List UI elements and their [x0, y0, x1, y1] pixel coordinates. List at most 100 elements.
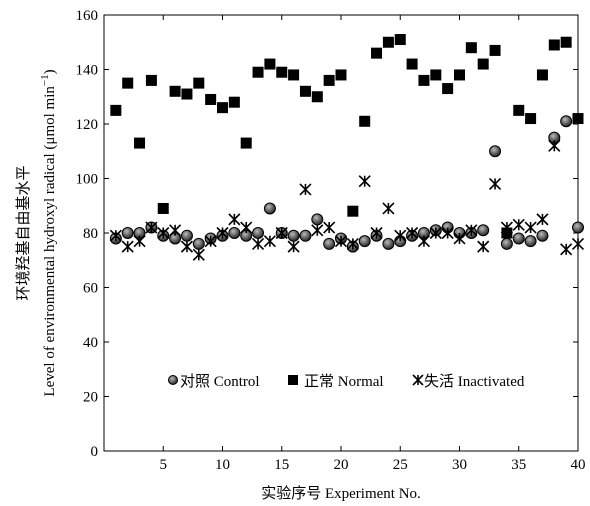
data-point-inactivated: [299, 183, 312, 196]
x-tick-label: 30: [452, 457, 467, 473]
data-point-inactivated: [560, 243, 573, 256]
data-point-normal: [276, 66, 288, 78]
data-point-normal: [572, 113, 584, 125]
data-point-normal: [217, 102, 228, 114]
data-point-normal: [228, 96, 240, 108]
data-point-control: [287, 229, 300, 242]
y-tick-label: 20: [83, 390, 98, 406]
data-point-inactivated: [334, 235, 348, 248]
y-tick-label: 160: [76, 8, 99, 24]
data-point-inactivated: [512, 218, 525, 231]
data-point-inactivated: [145, 221, 158, 234]
legend-marker-inactivated: [412, 374, 424, 386]
data-point-normal: [442, 83, 454, 95]
x-tick-label: 20: [334, 457, 349, 473]
legend-label-normal: 正常 Normal: [304, 373, 384, 390]
y-tick-label: 100: [76, 172, 99, 188]
y-tick-label: 80: [83, 226, 98, 242]
data-point-normal: [335, 69, 347, 81]
x-tick-label: 35: [511, 457, 526, 473]
data-point-inactivated: [453, 232, 466, 245]
data-point-inactivated: [441, 226, 454, 240]
data-point-normal: [181, 88, 193, 100]
data-point-inactivated: [358, 175, 371, 188]
data-point-control: [524, 235, 537, 248]
data-point-normal: [477, 58, 489, 70]
data-point-inactivated: [240, 221, 253, 234]
data-point-normal: [288, 69, 300, 81]
data-point-control: [323, 237, 336, 250]
data-point-inactivated: [394, 229, 407, 242]
data-point-normal: [145, 74, 157, 86]
data-point-normal: [252, 66, 264, 78]
y-axis-label-en: Level of environmental hydroxyl radical …: [39, 69, 58, 396]
data-point-normal: [134, 137, 146, 149]
data-point-inactivated: [121, 240, 134, 253]
data-point-inactivated: [548, 139, 561, 152]
data-point-normal: [489, 44, 501, 56]
x-tick-label: 40: [571, 457, 586, 473]
data-point-inactivated: [417, 235, 431, 248]
data-point-inactivated: [571, 237, 585, 250]
data-point-control: [477, 224, 490, 237]
data-point-normal: [205, 93, 217, 105]
data-point-inactivated: [382, 202, 395, 215]
data-point-inactivated: [370, 226, 383, 240]
y-tick-label: 40: [83, 335, 98, 351]
data-point-normal: [394, 34, 406, 46]
data-point-normal: [418, 74, 430, 86]
y-tick-label: 60: [83, 281, 98, 297]
data-point-normal: [110, 104, 122, 116]
data-point-normal: [536, 69, 548, 81]
data-point-inactivated: [109, 229, 122, 242]
data-point-normal: [299, 85, 311, 97]
data-point-normal: [513, 104, 525, 116]
data-point-inactivated: [536, 213, 549, 226]
data-point-control: [358, 235, 371, 248]
data-point-control: [192, 237, 205, 250]
data-point-inactivated: [133, 235, 146, 248]
data-point-control: [121, 227, 134, 239]
x-axis-label: 实验序号 Experiment No.: [261, 485, 421, 502]
data-point-inactivated: [216, 226, 229, 240]
axis-ticks: 0 20 40 60 80 100 120 140 160 5 10 15 20 25 30 35 40: [76, 8, 586, 473]
legend-marker-control: [168, 375, 178, 385]
data-point-control: [299, 229, 312, 242]
x-tick-label: 10: [215, 457, 230, 473]
data-marks: [109, 34, 585, 261]
legend-marker-normal: [288, 375, 298, 385]
data-point-normal: [323, 74, 335, 86]
data-point-inactivated: [524, 221, 537, 234]
data-point-normal: [560, 36, 572, 48]
data-point-inactivated: [157, 226, 170, 240]
data-point-normal: [359, 115, 371, 127]
data-point-normal: [347, 205, 359, 217]
data-point-control: [252, 227, 265, 239]
data-point-normal: [311, 91, 323, 103]
data-point-inactivated: [311, 224, 324, 237]
data-point-inactivated: [406, 226, 419, 240]
data-point-normal: [193, 77, 205, 89]
data-point-inactivated: [287, 240, 300, 253]
data-point-inactivated: [488, 177, 502, 191]
data-point-control: [382, 237, 395, 250]
data-point-normal: [454, 69, 465, 81]
data-point-control: [228, 227, 241, 239]
data-point-control: [311, 213, 324, 226]
data-point-normal: [382, 36, 394, 48]
data-point-control: [180, 229, 193, 242]
data-point-inactivated: [477, 240, 490, 253]
legend-label-control: 对照 Control: [180, 373, 260, 390]
y-tick-label: 120: [76, 117, 99, 133]
data-point-inactivated: [500, 221, 513, 234]
data-point-normal: [169, 85, 181, 97]
data-point-control: [489, 145, 502, 158]
data-point-control: [500, 237, 513, 250]
data-point-normal: [465, 42, 477, 54]
x-tick-label: 5: [160, 457, 168, 473]
data-point-normal: [430, 69, 442, 81]
data-point-inactivated: [204, 235, 217, 248]
data-point-normal: [371, 47, 383, 59]
data-point-inactivated: [323, 221, 336, 234]
data-point-normal: [525, 113, 537, 125]
